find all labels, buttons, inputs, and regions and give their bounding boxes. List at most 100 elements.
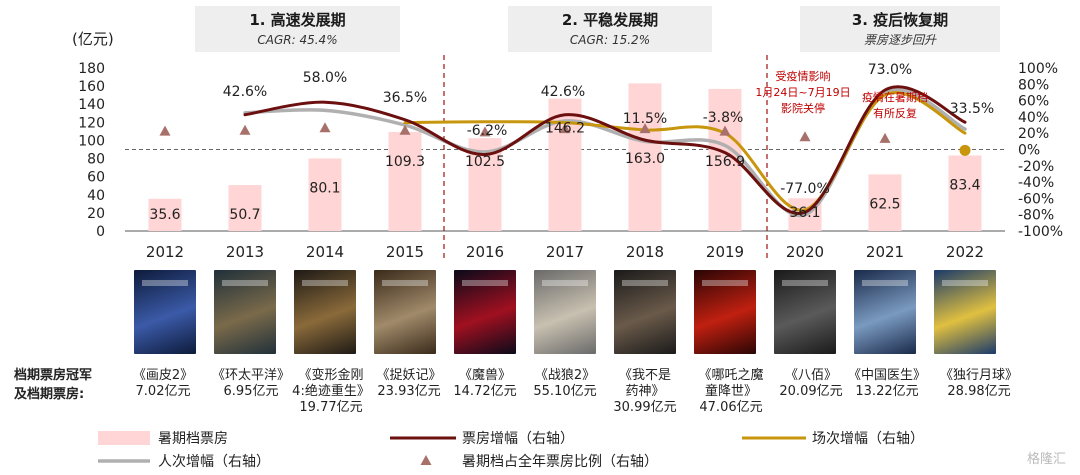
champion-entry-2016: 《魔兽》 14.72亿元 bbox=[437, 368, 533, 400]
watermark: 格隆汇 bbox=[1026, 452, 1066, 467]
movie-poster-2012 bbox=[134, 270, 196, 354]
bar-2012 bbox=[148, 198, 182, 231]
right-tick-label: 20% bbox=[1018, 126, 1049, 142]
champion-entry-2014: 《变形金刚 4:绝迹重生》 19.77亿元 bbox=[283, 368, 379, 416]
champion-line: 6.95亿元 bbox=[223, 384, 279, 399]
champion-line: 《哪吒之魔 bbox=[698, 368, 764, 383]
phase-box-3 bbox=[800, 6, 1000, 52]
legend-label-box-office: 票房增幅（右轴） bbox=[462, 431, 574, 447]
share-marker-2017 bbox=[559, 123, 571, 134]
movie-poster-2018 bbox=[614, 270, 676, 354]
left-axis-unit: (亿元) bbox=[72, 30, 114, 48]
champion-line: 《变形金刚 bbox=[298, 368, 364, 383]
champion-entry-2017: 《战狼2》 55.10亿元 bbox=[517, 368, 613, 400]
phase-title-2: 2. 平稳发展期 bbox=[562, 11, 658, 29]
champion-line: 13.22亿元 bbox=[855, 384, 919, 399]
year-tick-label: 2013 bbox=[226, 243, 264, 261]
champion-line: 《魔兽》 bbox=[458, 368, 511, 383]
phase-title-3: 3. 疫后恢复期 bbox=[852, 11, 948, 29]
movie-poster-2019 bbox=[694, 270, 756, 354]
growth-pct-label: 42.6% bbox=[541, 84, 585, 100]
bar-2021 bbox=[868, 174, 902, 231]
movie-poster-2017 bbox=[534, 270, 596, 354]
growth-pct-label: 36.5% bbox=[383, 90, 427, 106]
right-tick-label: -100% bbox=[1018, 224, 1063, 240]
champion-line: 20.09亿元 bbox=[779, 384, 843, 399]
champion-line: 14.72亿元 bbox=[453, 384, 517, 399]
bar-value-label: 50.7 bbox=[229, 207, 260, 223]
bar-value-label: 102.5 bbox=[465, 154, 505, 170]
right-tick-label: 0% bbox=[1018, 143, 1040, 159]
share-marker-2018 bbox=[639, 123, 651, 134]
left-tick-label: 40 bbox=[87, 188, 105, 204]
champion-line: 《画皮2》 bbox=[132, 368, 194, 383]
legend-swatch-share bbox=[420, 455, 432, 465]
champion-line: 19.77亿元 bbox=[299, 400, 363, 415]
year-tick-label: 2022 bbox=[946, 243, 984, 261]
year-tick-label: 2018 bbox=[626, 243, 664, 261]
legend-label-admissions: 人次增幅（右轴） bbox=[158, 454, 270, 470]
champion-line: 《独行月球》 bbox=[939, 368, 1018, 383]
champion-line: 《捉妖记》 bbox=[376, 368, 442, 383]
year-tick-label: 2020 bbox=[786, 243, 824, 261]
year-tick-label: 2012 bbox=[146, 243, 184, 261]
right-tick-label: 60% bbox=[1018, 94, 1049, 110]
movie-poster-2021 bbox=[854, 270, 916, 354]
right-tick-label: 40% bbox=[1018, 110, 1049, 126]
growth-pct-label: 11.5% bbox=[623, 111, 667, 127]
growth-pct-label: -3.8% bbox=[703, 110, 744, 126]
share-marker-2013 bbox=[239, 124, 251, 135]
champion-entry-2013: 《环太平洋》 6.95亿元 bbox=[203, 368, 299, 400]
right-tick-label: 80% bbox=[1018, 77, 1049, 93]
champion-entry-2019: 《哪吒之魔 童降世》 47.06亿元 bbox=[683, 368, 779, 416]
champion-entry-2015: 《捉妖记》 23.93亿元 bbox=[361, 368, 457, 400]
right-tick-label: -60% bbox=[1018, 191, 1054, 207]
phase-subtitle-1: CAGR: 45.4% bbox=[257, 33, 337, 47]
right-tick-label: -20% bbox=[1018, 159, 1054, 175]
admissions-growth-line bbox=[243, 88, 967, 218]
poster-row bbox=[0, 268, 1080, 356]
growth-pct-label: 58.0% bbox=[303, 70, 347, 86]
champion-entry-2022: 《独行月球》 28.98亿元 bbox=[931, 368, 1027, 400]
phase-subtitle-3: 票房逐步回升 bbox=[864, 33, 937, 47]
champions-heading-line-1: 档期票房冠军 bbox=[14, 368, 93, 383]
phase-box-1 bbox=[195, 6, 400, 52]
left-tick-label: 140 bbox=[78, 97, 105, 113]
legend-label-screenings: 场次增幅（右轴） bbox=[812, 431, 924, 447]
champion-line: 23.93亿元 bbox=[377, 384, 441, 399]
covid-note-line-3: 影院关停 bbox=[781, 101, 825, 115]
champion-line: 7.02亿元 bbox=[135, 384, 191, 399]
outbreak-note-line-1: 疫情在暑期档 bbox=[862, 90, 928, 104]
champion-line: 《中国医生》 bbox=[847, 368, 926, 383]
right-tick-label: -80% bbox=[1018, 208, 1054, 224]
labels-layer: 35.6 50.7 80.1 109.3 102.5 146.2 163.0 156.9 36.… bbox=[149, 62, 994, 223]
covid-note-line-1: 受疫情影响 bbox=[776, 69, 831, 83]
bar-2022 bbox=[948, 155, 982, 231]
bars-layer bbox=[148, 83, 982, 232]
bar-value-label: 80.1 bbox=[309, 180, 340, 196]
legend-label-bar: 暑期档票房 bbox=[158, 431, 228, 447]
champion-entry-2018: 《我不是 药神》 30.99亿元 bbox=[597, 368, 693, 416]
champion-line: 47.06亿元 bbox=[699, 400, 763, 415]
bar-value-label: 83.4 bbox=[949, 177, 980, 193]
screenings-growth-line bbox=[403, 91, 967, 212]
share-marker-2014 bbox=[319, 122, 331, 133]
left-tick-label: 80 bbox=[87, 152, 105, 168]
champion-line: 童降世》 bbox=[704, 384, 757, 399]
phase-headers: 1. 高速发展期 CAGR: 45.4% 2. 平稳发展期 CAGR: 15.2% 3.… bbox=[195, 6, 1000, 52]
year-tick-label: 2017 bbox=[546, 243, 584, 261]
bar-value-label: 62.5 bbox=[869, 196, 900, 212]
share-marker-2015 bbox=[399, 124, 411, 135]
movie-poster-2013 bbox=[214, 270, 276, 354]
year-tick-label: 2019 bbox=[706, 243, 744, 261]
year-tick-label: 2016 bbox=[466, 243, 504, 261]
champions-heading: 档期票房冠军 及档期票房: bbox=[14, 366, 92, 404]
champion-line: 55.10亿元 bbox=[533, 384, 597, 399]
left-tick-label: 160 bbox=[78, 79, 105, 95]
phase-box-2 bbox=[508, 6, 712, 52]
bar-value-label: 36.1 bbox=[789, 205, 820, 221]
bar-value-label: 163.0 bbox=[625, 151, 665, 167]
movie-poster-2015 bbox=[374, 270, 436, 354]
champion-entry-2021: 《中国医生》 13.22亿元 bbox=[839, 368, 935, 400]
legend-swatch-bar bbox=[98, 431, 150, 445]
